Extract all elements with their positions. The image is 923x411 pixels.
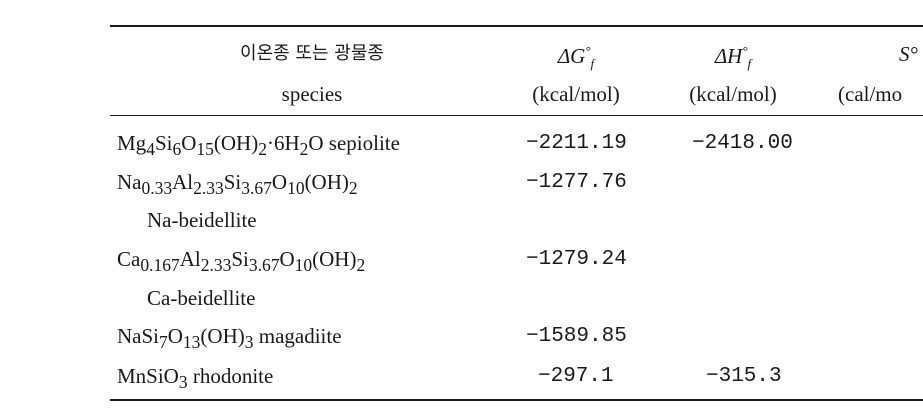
- header-species-korean: 이온종 또는 광물종: [240, 43, 384, 64]
- row-formula: Ca0.167Al2.33Si3.67O10(OH)2: [117, 247, 366, 276]
- table-row: Na0.33Al2.33Si3.67O10(OH)2: [117, 172, 358, 198]
- row-delta-g: −2211.19: [526, 132, 627, 155]
- row-delta-h: −315.3: [706, 365, 782, 388]
- header-delta-h-unit: (kcal/mol): [689, 82, 777, 106]
- row-mineral-name: rhodonite: [192, 364, 274, 388]
- header-delta-h: ΔH°f: [715, 44, 751, 70]
- table-row: NaSi7O13(OH)3 magadiite: [117, 326, 342, 352]
- row-delta-g: −1277.76: [526, 171, 627, 194]
- delta-h-symbol: ΔH°f: [714, 43, 752, 72]
- row-formula: MnSiO3: [117, 364, 188, 393]
- row-mineral-name: Na-beidellite: [147, 208, 257, 232]
- row-formula: Na0.33Al2.33Si3.67O10(OH)2: [117, 170, 358, 199]
- table-row: Mg4Si6O15(OH)2·6H2O sepiolite: [117, 133, 400, 159]
- table-row: Ca0.167Al2.33Si3.67O10(OH)2: [117, 249, 365, 275]
- header-entropy-unit: (cal/mo: [838, 82, 903, 106]
- entropy-symbol: S°: [899, 42, 918, 66]
- row-delta-g: −1279.24: [526, 248, 627, 271]
- row-mineral-name: magadiite: [258, 324, 342, 348]
- row-delta-g: −297.1: [538, 365, 614, 388]
- table-header-rule: [110, 115, 923, 117]
- header-entropy: S°: [899, 44, 918, 65]
- row-mineral-name: Ca-beidellite: [147, 286, 256, 310]
- delta-g-symbol: ΔG°f: [557, 43, 595, 72]
- row-mineral-name: sepiolite: [328, 131, 400, 155]
- row-delta-h: −2418.00: [692, 132, 793, 155]
- table-top-rule: [110, 25, 923, 27]
- table-row: MnSiO3 rhodonite: [117, 366, 273, 392]
- header-delta-g: ΔG°f: [558, 44, 594, 70]
- row-formula: NaSi7O13(OH)3: [117, 324, 254, 353]
- header-species-english: species: [281, 82, 343, 106]
- row-delta-g: −1589.85: [526, 325, 627, 348]
- header-delta-g-unit: (kcal/mol): [532, 82, 620, 106]
- row-formula: Mg4Si6O15(OH)2·6H2O: [117, 131, 329, 160]
- table-bottom-rule: [110, 399, 923, 401]
